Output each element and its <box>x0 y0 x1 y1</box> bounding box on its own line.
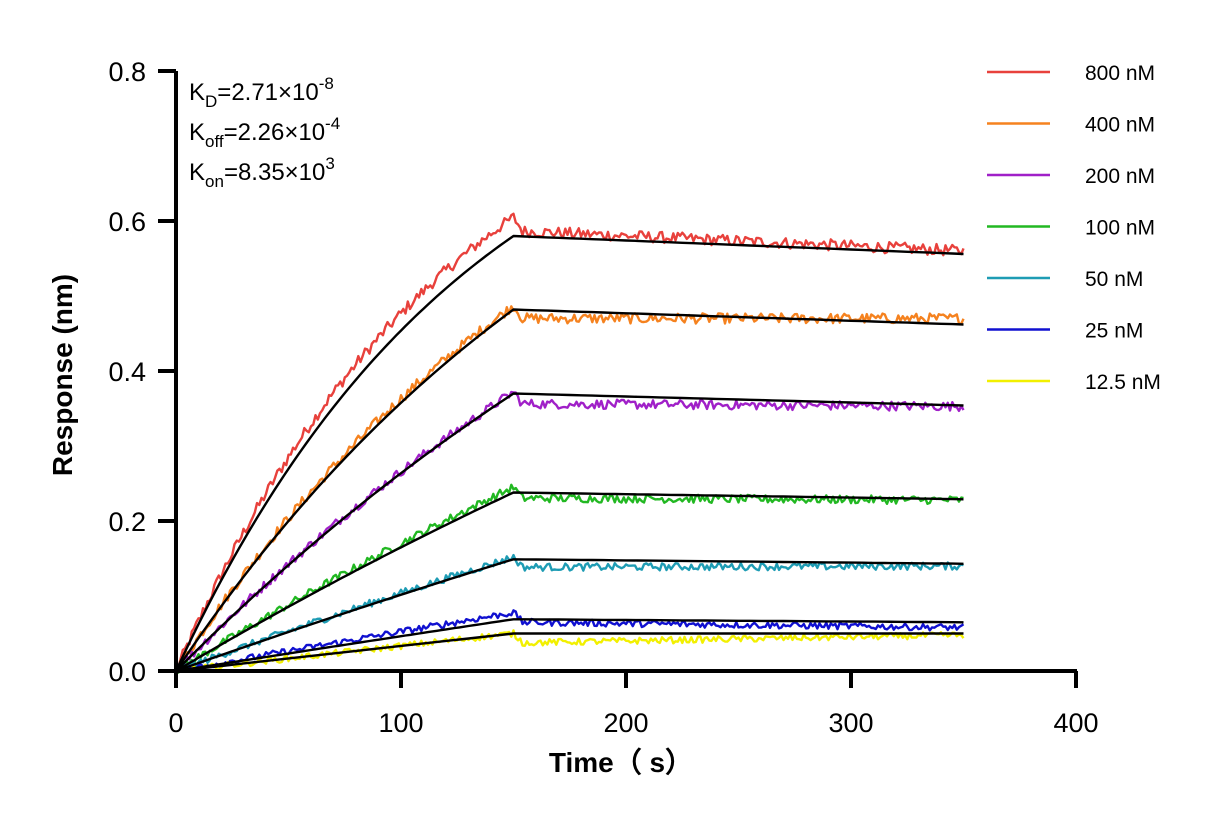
x-tick-label: 200 <box>603 708 648 738</box>
y-tick-label: 0.4 <box>108 357 146 387</box>
series-line <box>175 629 965 673</box>
series-line <box>175 483 964 674</box>
series-line <box>175 212 965 671</box>
y-tick-label: 0.8 <box>108 57 146 87</box>
fit-line <box>175 491 964 673</box>
fit-line <box>175 308 964 672</box>
fit-line <box>175 618 964 673</box>
x-tick-label: 0 <box>168 708 183 738</box>
legend-label: 50 nM <box>1085 268 1143 291</box>
x-tick-label: 100 <box>378 708 423 738</box>
kinetic-constant: Koff=2.26×10-4 <box>189 114 340 151</box>
fit-line <box>175 392 964 672</box>
y-tick-label: 0.0 <box>108 657 146 687</box>
legend: 800 nM 400 nM 200 nM 100 nM 50 nM 25 nM 12.5 n… <box>987 62 1161 394</box>
legend-label: 200 nM <box>1085 165 1155 188</box>
x-tick-label: 300 <box>828 708 873 738</box>
x-axis-title: Time（ s） <box>549 746 693 778</box>
plot-area <box>174 212 965 674</box>
y-axis-title: Response (nm) <box>47 274 78 476</box>
y-tick-label: 0.6 <box>108 207 146 237</box>
series-line <box>175 390 965 674</box>
legend-label: 100 nM <box>1085 217 1155 240</box>
legend-label: 25 nM <box>1085 320 1143 343</box>
x-tick-label: 400 <box>1053 708 1098 738</box>
legend-label: 12.5 nM <box>1085 371 1161 394</box>
ticks: 0 100 200 300 400 0.0 0.2 0.4 0.6 0.8 <box>108 57 1098 738</box>
legend-label: 400 nM <box>1085 114 1155 137</box>
series-line <box>175 553 964 673</box>
kinetic-constant: Kon=8.35×103 <box>189 154 335 191</box>
legend-label: 800 nM <box>1085 62 1155 85</box>
fit-line <box>175 632 964 673</box>
y-tick-label: 0.2 <box>108 507 146 537</box>
fit-line <box>175 558 964 673</box>
kinetic-constant: KD=2.71×10-8 <box>189 74 334 111</box>
fit-line <box>174 234 964 672</box>
series-line <box>176 305 965 674</box>
